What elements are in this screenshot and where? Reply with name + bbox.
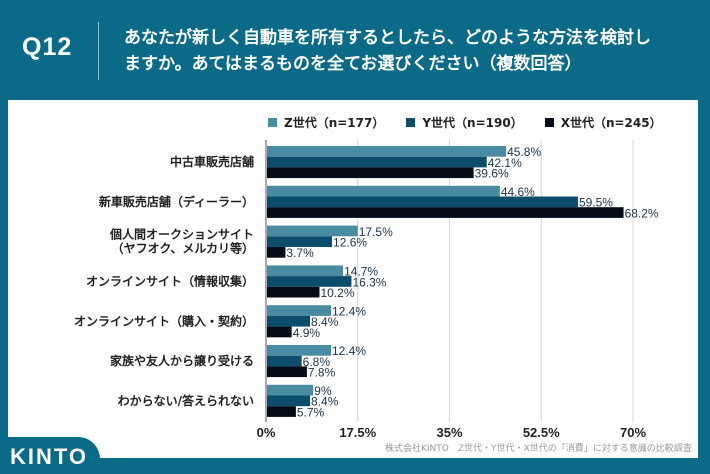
- bar: [267, 156, 487, 168]
- bar: [267, 315, 311, 327]
- value-label: 59.5%: [579, 196, 613, 210]
- bar: [267, 355, 302, 367]
- bar: [267, 366, 307, 378]
- x-tick-label: 17.5%: [339, 425, 376, 440]
- bar: [267, 146, 507, 157]
- value-label: 42.1%: [488, 156, 522, 170]
- bar: [267, 167, 474, 179]
- category-label: 中古車販売店舗: [170, 154, 254, 169]
- value-label: 6.8%: [303, 355, 331, 369]
- category-label: 個人間オークションサイト: [109, 227, 254, 242]
- category-label: オンラインサイト（情報収集）: [86, 273, 254, 288]
- value-label: 4.9%: [293, 326, 321, 340]
- category-label: 家族や友人から譲り受ける: [110, 353, 254, 368]
- value-label: 14.7%: [344, 265, 378, 279]
- x-tick-label: 0%: [257, 425, 276, 440]
- value-label: 12.6%: [333, 236, 367, 250]
- value-label: 10.2%: [320, 286, 354, 300]
- value-label: 17.5%: [359, 225, 393, 239]
- x-tick-label: 35%: [436, 425, 462, 440]
- x-tick-label: 52.5%: [523, 425, 560, 440]
- legend-item-z: Z世代（n=177）: [268, 114, 384, 131]
- bar: [267, 384, 314, 396]
- header: Q12 あなたが新しく自動車を所有するとしたら、どのような方法を検討し ますか。…: [0, 0, 710, 100]
- legend-swatch-z: [268, 118, 277, 127]
- value-label: 12.4%: [332, 304, 366, 318]
- value-label: 7.8%: [308, 366, 336, 380]
- legend-item-y: Y世代（n=190）: [406, 114, 523, 131]
- category-label: （ヤフオク、メルカリ等）: [112, 241, 254, 256]
- category-label: オンラインサイト（購入・契約）: [74, 313, 254, 328]
- bar: [267, 276, 352, 287]
- bar: [267, 286, 320, 298]
- bar: [267, 207, 624, 218]
- value-label: 45.8%: [507, 145, 541, 159]
- bar: [267, 345, 332, 356]
- value-label: 39.6%: [475, 167, 509, 181]
- kinto-logo: KINTO: [10, 444, 89, 469]
- legend-label-x: X世代（n=245）: [560, 116, 662, 130]
- legend-swatch-x: [544, 118, 554, 127]
- bar: [267, 196, 578, 208]
- value-label: 5.7%: [297, 405, 325, 419]
- legend-item-x: X世代（n=245）: [544, 114, 662, 131]
- chart-legend: Z世代（n=177） Y世代（n=190） X世代（n=245）: [268, 114, 662, 131]
- question-title-line-1: あなたが新しく自動車を所有するとしたら、どのような方法を検討し: [124, 28, 651, 48]
- question-title: あなたが新しく自動車を所有するとしたら、どのような方法を検討し ますか。あてはま…: [124, 25, 699, 77]
- bar: [267, 247, 286, 258]
- value-label: 3.7%: [286, 246, 314, 260]
- legend-label-y: Y世代（n=190）: [422, 116, 523, 130]
- header-divider: [98, 22, 99, 80]
- value-label: 44.6%: [501, 185, 535, 199]
- bar: [267, 225, 358, 237]
- bar: [267, 305, 332, 316]
- legend-swatch-y: [406, 118, 416, 127]
- value-label: 12.4%: [332, 344, 366, 358]
- bar: [267, 236, 333, 247]
- bar: [267, 395, 311, 407]
- question-title-line-2: ますか。あてはまるものを全てお選びください（複数回答）: [124, 54, 582, 74]
- legend-label-z: Z世代（n=177）: [284, 116, 385, 130]
- logo-tab: [0, 437, 100, 474]
- value-label: 8.4%: [311, 395, 339, 409]
- bar: [267, 406, 296, 417]
- source-note: 株式会社KINTO Z世代・Y世代・X世代の「消費」に対する意識の比較調査: [385, 444, 692, 454]
- value-label: 16.3%: [352, 275, 386, 289]
- x-tick-label: 70%: [620, 425, 646, 440]
- category-label: わからない/答えられない: [118, 393, 254, 408]
- value-label: 8.4%: [311, 315, 339, 329]
- value-label: 68.2%: [625, 206, 659, 220]
- bar: [267, 265, 344, 277]
- question-number: Q12: [22, 33, 73, 61]
- category-label: 新車販売店舗（ディーラー）: [99, 194, 254, 209]
- bar: [267, 185, 500, 197]
- value-label: 9%: [314, 384, 332, 398]
- bar: [267, 326, 292, 338]
